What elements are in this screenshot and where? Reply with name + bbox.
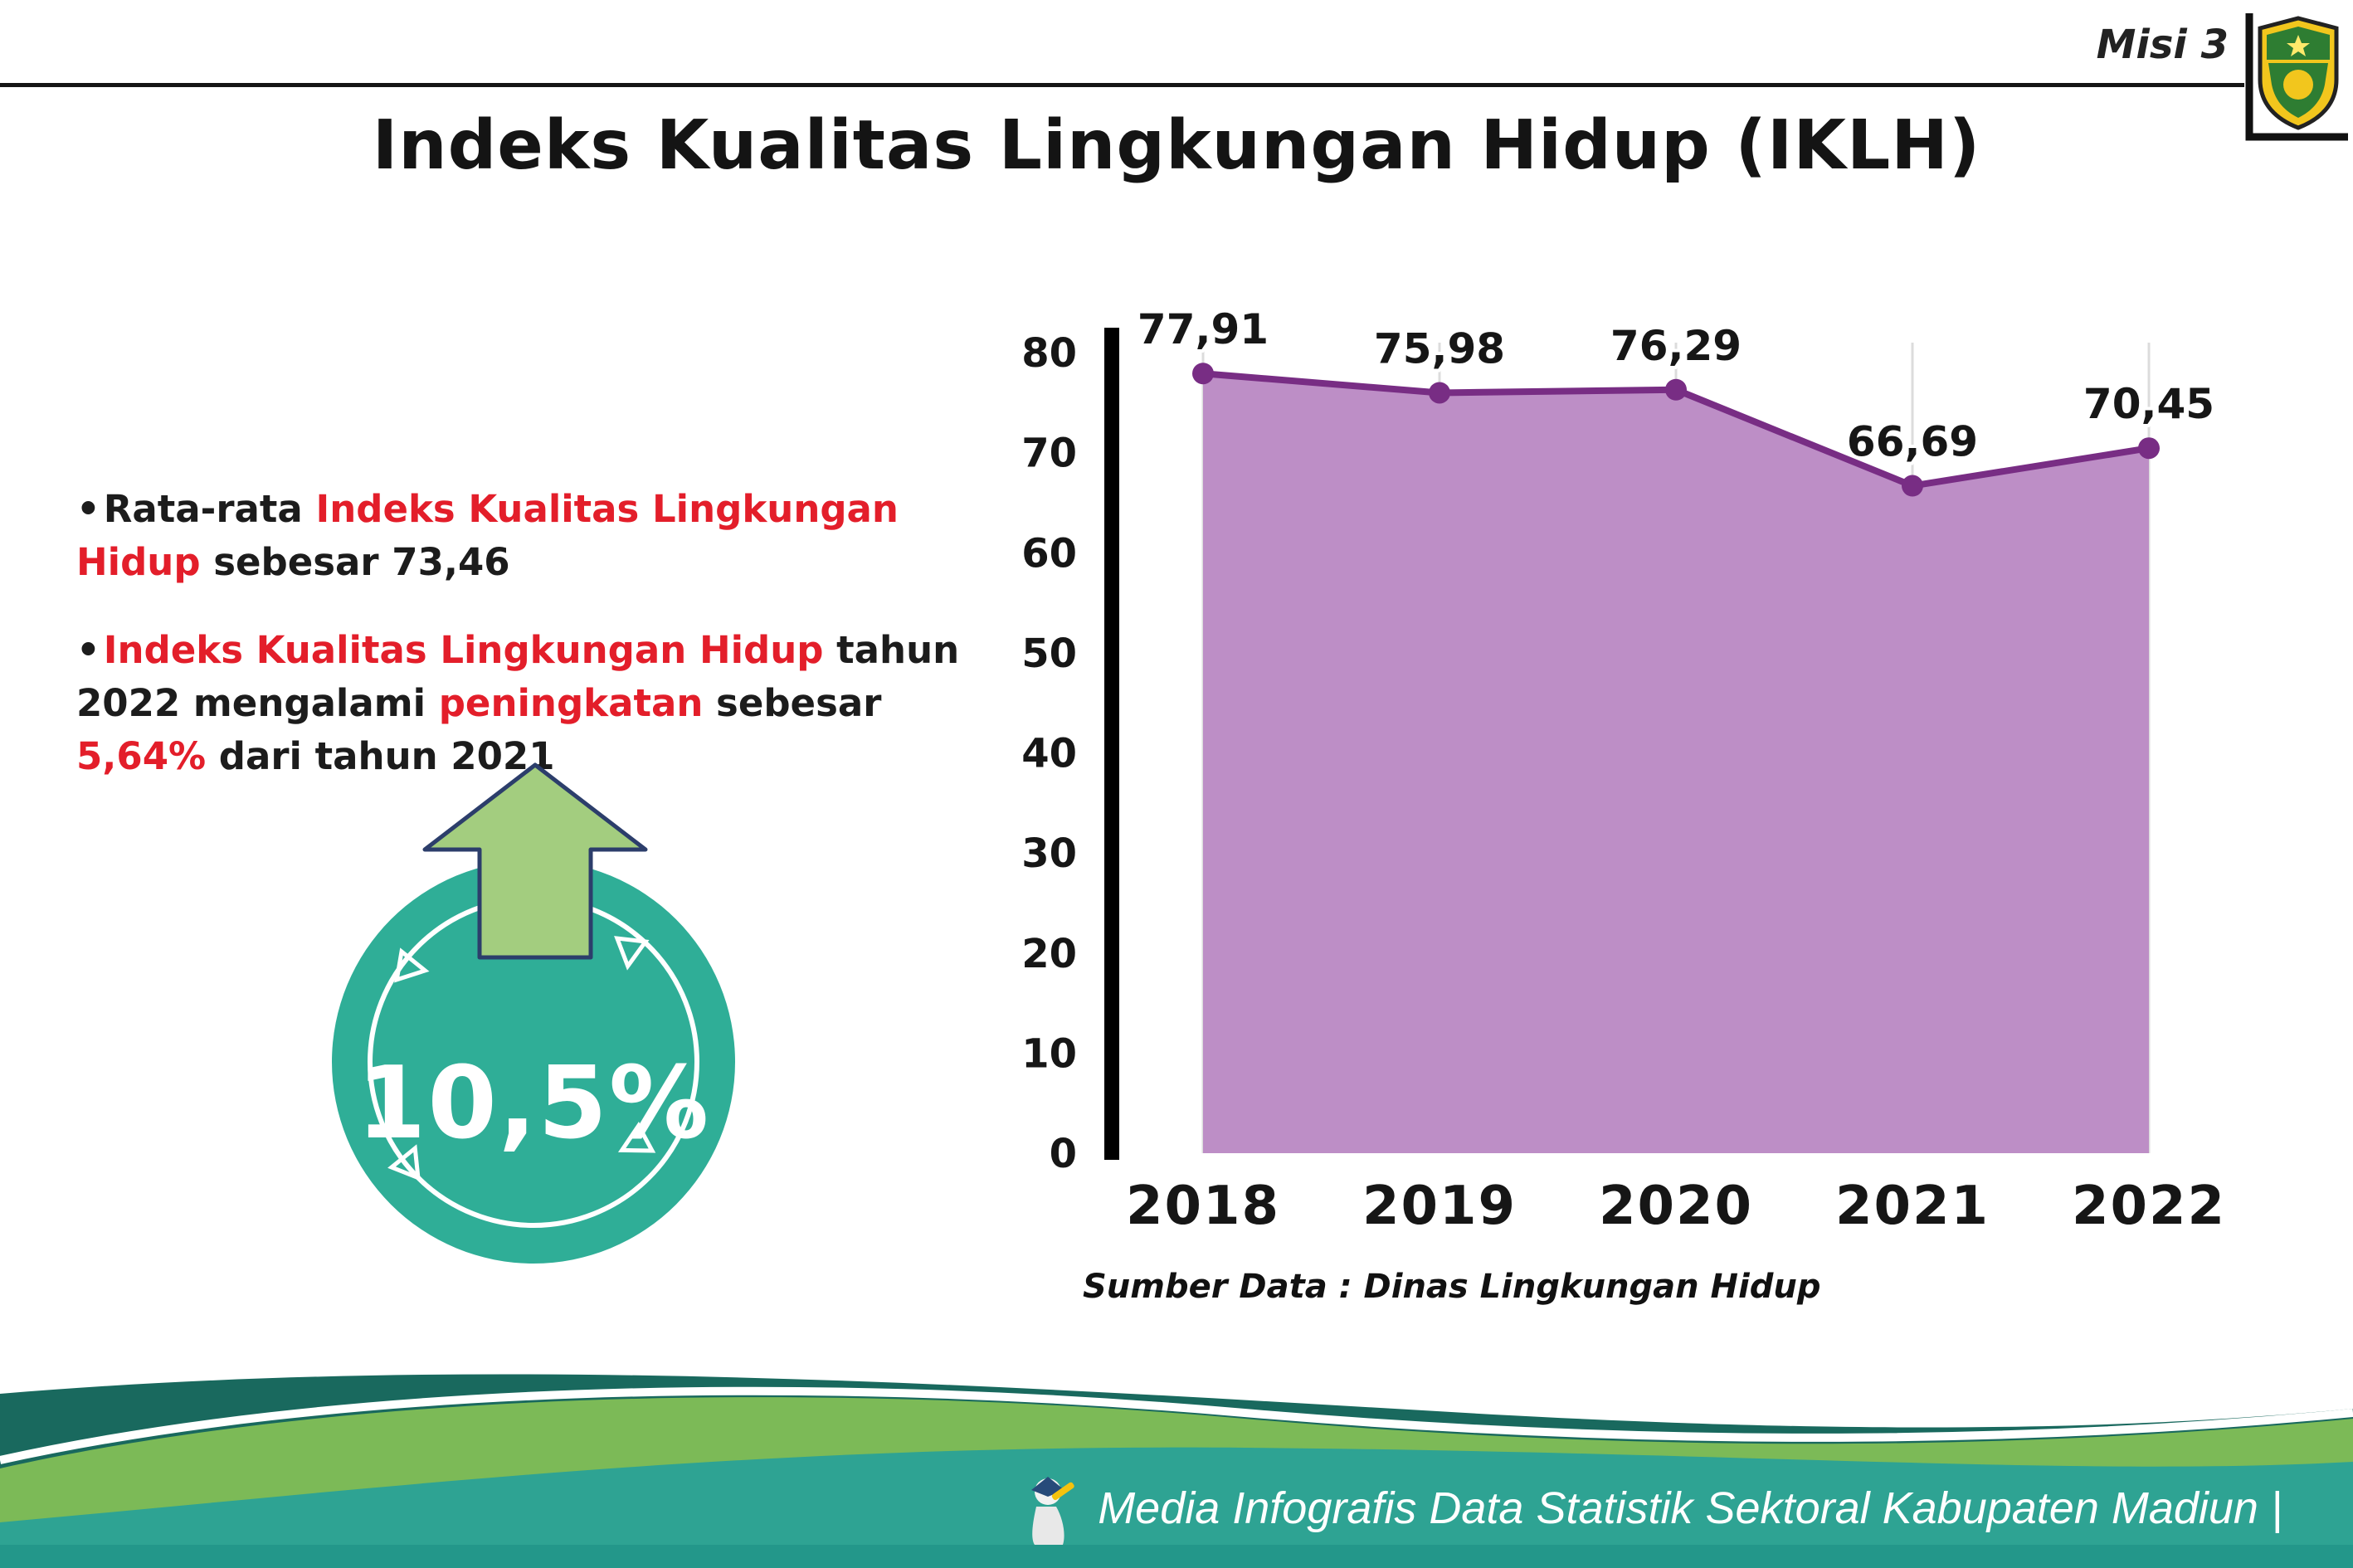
svg-text:70: 70 (1021, 431, 1077, 477)
svg-text:2018: 2018 (1126, 1176, 1280, 1237)
bullet2-highlight3: 5,64% (76, 733, 207, 778)
svg-text:10: 10 (1021, 1030, 1077, 1077)
increase-percentage: 10,5% (356, 1045, 711, 1161)
top-divider (0, 83, 2244, 87)
svg-text:20: 20 (1021, 931, 1077, 977)
svg-text:66,69: 66,69 (1847, 418, 1978, 466)
footer-caption-row: Media Infografis Data Statistik Sektoral… (1015, 1470, 2282, 1546)
bullet-marker: • (76, 627, 100, 672)
svg-text:60: 60 (1021, 530, 1077, 577)
bullet-marker: • (76, 487, 100, 531)
footer-wave: Media Infografis Data Statistik Sektoral… (0, 1336, 2353, 1568)
bullet1-highlight: Indeks Kualitas Lingkungan Hidup (76, 487, 899, 584)
ring-triangles (387, 936, 656, 1181)
svg-text:40: 40 (1021, 731, 1077, 777)
footer-caption: Media Infografis Data Statistik Sektoral… (1098, 1483, 2282, 1533)
footer-wave-shapes (0, 1374, 2353, 1568)
crest-shield (2258, 16, 2339, 130)
bullet2-text1: tahun 2022 mengalami (76, 627, 960, 725)
svg-text:2021: 2021 (1835, 1176, 1990, 1237)
bullet2-text3: dari tahun 2021 (206, 733, 555, 778)
summary-bullets: •Rata-rata Indeks Kualitas Lingkungan Hi… (76, 483, 964, 817)
page-title: Indeks Kualitas Lingkungan Hidup (IKLH) (372, 106, 1981, 185)
bullet-increase-iklh: •Indeks Kualitas Lingkungan Hidup tahun … (76, 624, 964, 783)
bullet2-text2: sebesar (703, 680, 882, 725)
iklh-area-chart: 77,91 75,98 76,29 66,69 70,45 0 10 20 30 40 50 60 70… (987, 290, 2282, 1261)
bullet2-highlight1: Indeks Kualitas Lingkungan Hidup (103, 627, 824, 672)
svg-text:77,91: 77,91 (1138, 305, 1269, 353)
bullet1-text: Rata-rata (103, 487, 316, 531)
svg-text:0: 0 (1050, 1131, 1077, 1177)
svg-text:2020: 2020 (1599, 1176, 1753, 1237)
misi-label: Misi 3 (2096, 22, 2229, 68)
svg-text:70,45: 70,45 (2083, 380, 2214, 428)
bullet2-highlight2: peningkatan (438, 680, 704, 725)
svg-text:75,98: 75,98 (1374, 324, 1505, 373)
svg-text:50: 50 (1021, 631, 1077, 677)
kabupaten-madiun-logo-icon (2243, 12, 2348, 143)
svg-text:2022: 2022 (2072, 1176, 2226, 1237)
up-arrow-icon (415, 760, 655, 967)
bullet-average-iklh: •Rata-rata Indeks Kualitas Lingkungan Hi… (76, 483, 964, 589)
mascot-icon (1031, 1477, 1074, 1545)
svg-text:80: 80 (1021, 330, 1077, 377)
data-source: Sumber Data : Dinas Lingkungan Hidup (1083, 1268, 1821, 1306)
svg-text:2019: 2019 (1362, 1176, 1517, 1237)
bullet1-text-end: sebesar 73,46 (200, 539, 510, 584)
svg-text:30: 30 (1021, 830, 1077, 877)
svg-text:76,29: 76,29 (1610, 322, 1742, 370)
